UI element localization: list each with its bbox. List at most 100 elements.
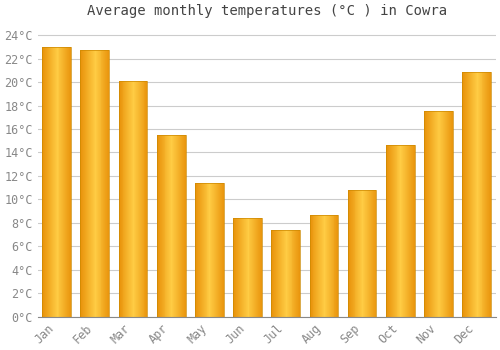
Bar [426, 111, 427, 317]
Bar [462, 72, 491, 317]
Bar [434, 111, 436, 317]
Bar [159, 135, 160, 317]
Bar [288, 230, 290, 317]
Bar [321, 215, 322, 317]
Bar [470, 72, 471, 317]
Bar [170, 135, 171, 317]
Bar [64, 47, 65, 317]
Bar [212, 183, 213, 317]
Bar [144, 81, 146, 317]
Bar [490, 72, 491, 317]
Bar [276, 230, 277, 317]
Bar [218, 183, 219, 317]
Bar [80, 50, 109, 317]
Bar [164, 135, 166, 317]
Bar [120, 81, 122, 317]
Bar [238, 218, 239, 317]
Bar [234, 218, 262, 317]
Bar [173, 135, 174, 317]
Bar [88, 50, 89, 317]
Bar [210, 183, 212, 317]
Bar [328, 215, 330, 317]
Bar [438, 111, 440, 317]
Bar [446, 111, 447, 317]
Bar [118, 81, 120, 317]
Bar [286, 230, 288, 317]
Bar [53, 47, 54, 317]
Bar [363, 190, 364, 317]
Bar [366, 190, 367, 317]
Bar [410, 146, 411, 317]
Bar [195, 183, 196, 317]
Bar [243, 218, 244, 317]
Bar [184, 135, 186, 317]
Bar [126, 81, 128, 317]
Bar [320, 215, 321, 317]
Bar [486, 72, 487, 317]
Bar [160, 135, 162, 317]
Bar [250, 218, 252, 317]
Bar [131, 81, 132, 317]
Bar [336, 215, 338, 317]
Bar [354, 190, 356, 317]
Bar [361, 190, 362, 317]
Bar [177, 135, 178, 317]
Bar [404, 146, 405, 317]
Bar [102, 50, 104, 317]
Bar [100, 50, 102, 317]
Bar [179, 135, 180, 317]
Bar [316, 215, 318, 317]
Bar [199, 183, 200, 317]
Bar [444, 111, 445, 317]
Bar [157, 135, 186, 317]
Bar [298, 230, 299, 317]
Bar [69, 47, 70, 317]
Bar [70, 47, 71, 317]
Bar [142, 81, 144, 317]
Bar [350, 190, 352, 317]
Bar [425, 111, 426, 317]
Bar [135, 81, 136, 317]
Bar [467, 72, 468, 317]
Bar [104, 50, 106, 317]
Bar [274, 230, 276, 317]
Bar [292, 230, 294, 317]
Bar [299, 230, 300, 317]
Bar [398, 146, 400, 317]
Bar [466, 72, 467, 317]
Bar [367, 190, 368, 317]
Bar [93, 50, 94, 317]
Bar [162, 135, 164, 317]
Bar [452, 111, 453, 317]
Bar [272, 230, 300, 317]
Bar [219, 183, 220, 317]
Bar [429, 111, 430, 317]
Bar [472, 72, 473, 317]
Bar [106, 50, 107, 317]
Bar [371, 190, 372, 317]
Bar [206, 183, 208, 317]
Bar [47, 47, 48, 317]
Bar [487, 72, 488, 317]
Bar [394, 146, 396, 317]
Bar [283, 230, 284, 317]
Bar [237, 218, 238, 317]
Bar [50, 47, 51, 317]
Bar [202, 183, 203, 317]
Bar [312, 215, 314, 317]
Bar [129, 81, 130, 317]
Bar [60, 47, 62, 317]
Bar [284, 230, 285, 317]
Bar [182, 135, 184, 317]
Bar [348, 190, 349, 317]
Bar [235, 218, 236, 317]
Bar [234, 218, 235, 317]
Bar [407, 146, 408, 317]
Bar [484, 72, 486, 317]
Bar [473, 72, 474, 317]
Bar [372, 190, 374, 317]
Bar [475, 72, 476, 317]
Bar [200, 183, 201, 317]
Bar [360, 190, 361, 317]
Bar [392, 146, 394, 317]
